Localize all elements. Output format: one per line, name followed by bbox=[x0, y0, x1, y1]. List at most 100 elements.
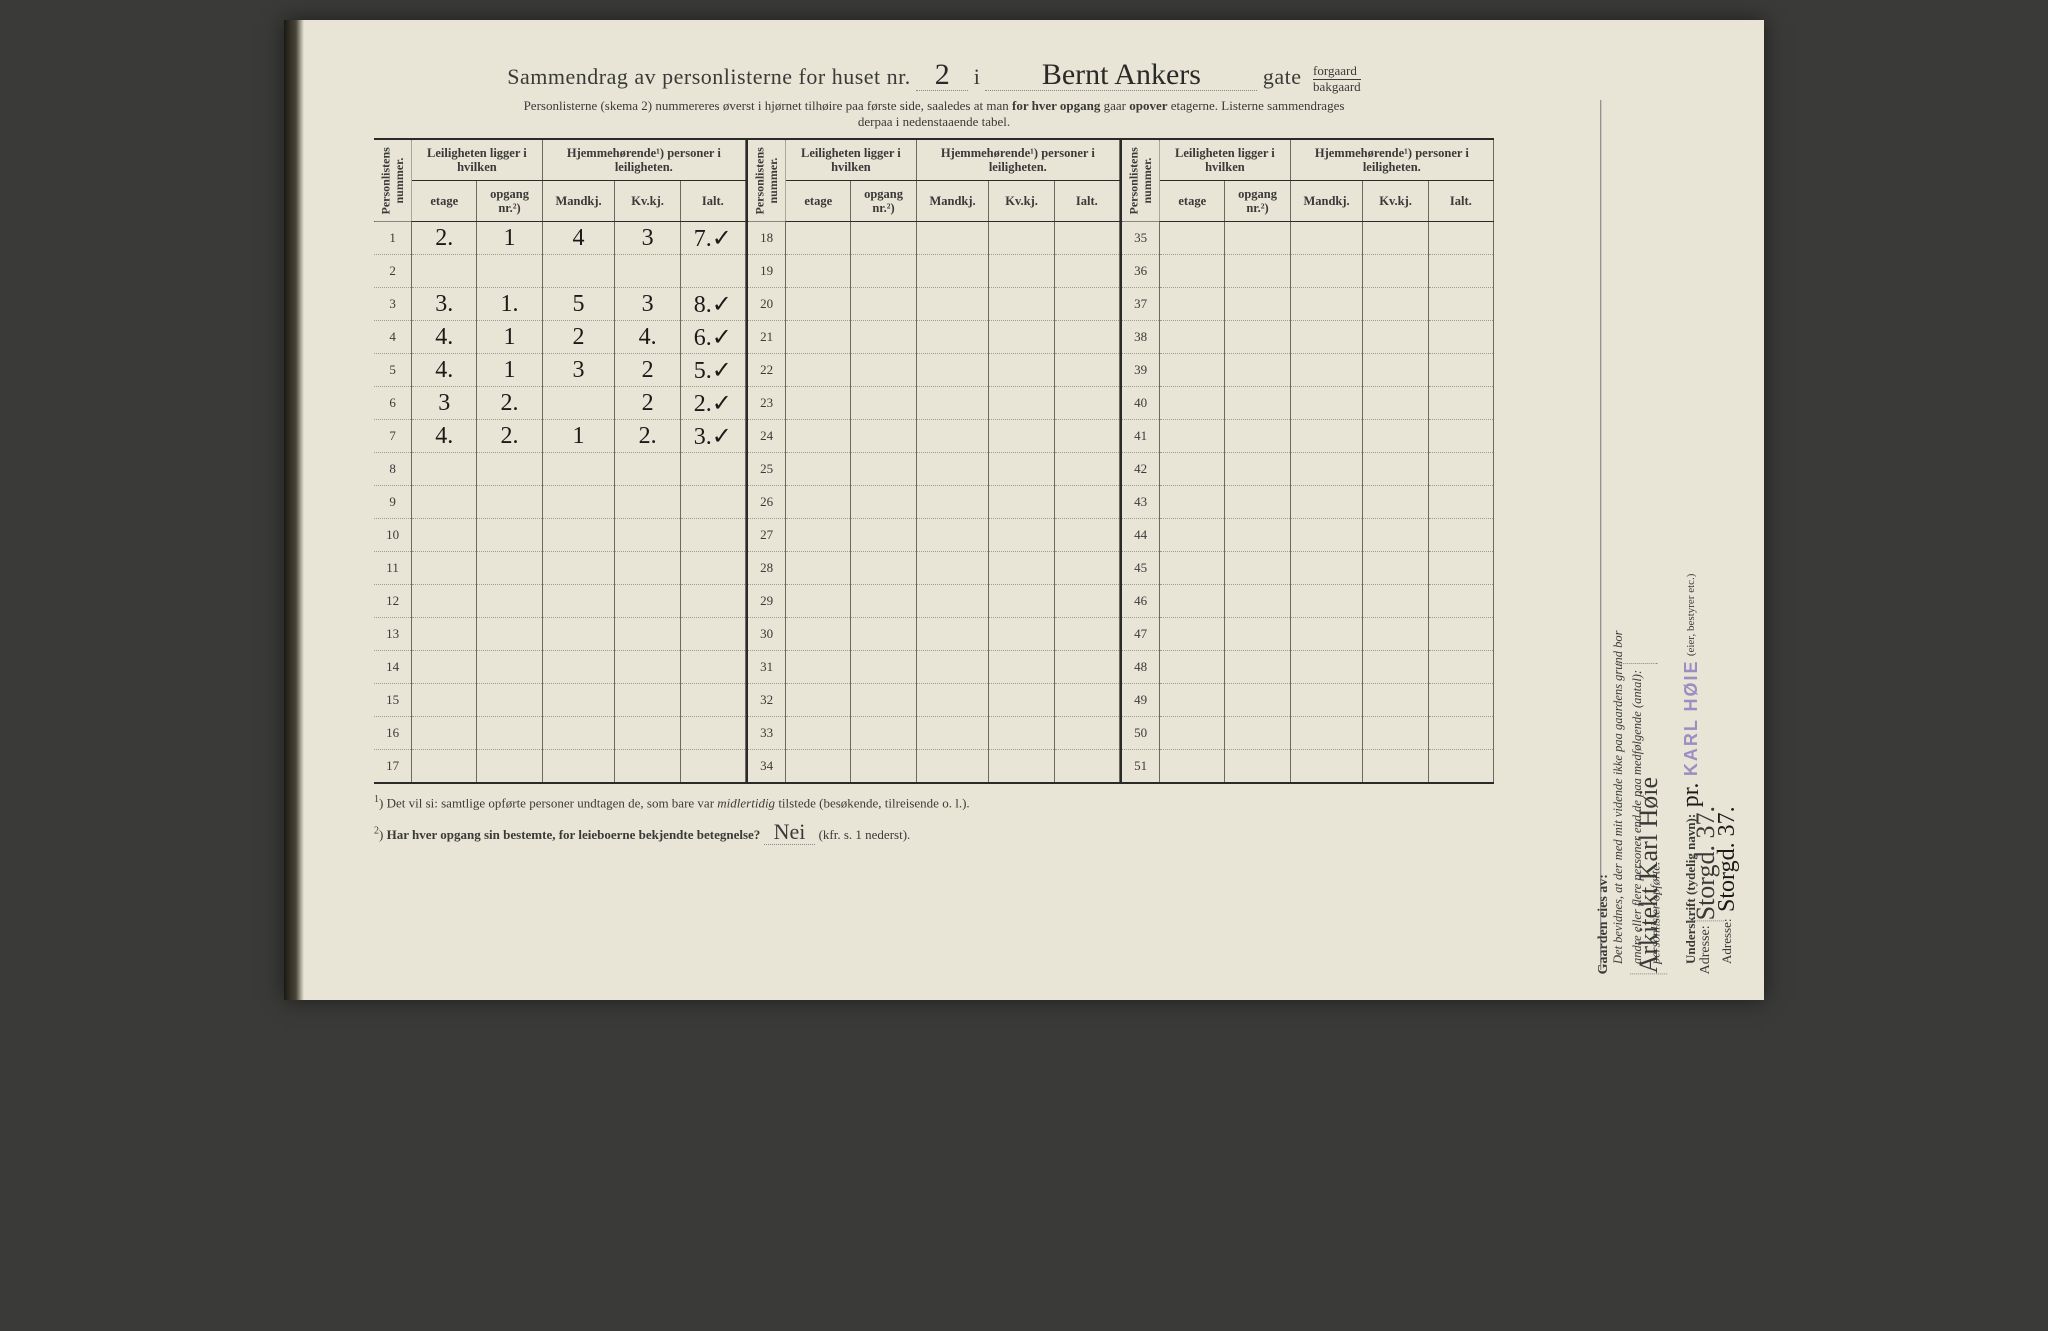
cell-etage: 2. bbox=[412, 222, 477, 255]
cell-etage bbox=[1160, 255, 1225, 288]
cell-kvkj bbox=[989, 750, 1054, 783]
cell-mandkj bbox=[1290, 453, 1363, 486]
cell-mandkj bbox=[1290, 255, 1363, 288]
house-number-field: 2 bbox=[916, 60, 968, 91]
cell-mandkj bbox=[1290, 288, 1363, 321]
cell-ialt bbox=[1054, 453, 1119, 486]
row-number: 51 bbox=[1122, 750, 1160, 783]
table-row: 22 bbox=[748, 354, 1120, 387]
cell-ialt bbox=[1428, 618, 1493, 651]
cell-ialt bbox=[1428, 717, 1493, 750]
table-row: 29 bbox=[748, 585, 1120, 618]
cell-opgang bbox=[477, 585, 542, 618]
cell-mandkj bbox=[1290, 387, 1363, 420]
col-personlistens: Personlistens nummer. bbox=[1122, 140, 1160, 222]
cell-opgang bbox=[1225, 288, 1290, 321]
cell-etage bbox=[1160, 552, 1225, 585]
cell-etage bbox=[412, 717, 477, 750]
table-row: 43 bbox=[1122, 486, 1494, 519]
col-personlistens: Personlistens nummer. bbox=[748, 140, 786, 222]
cell-opgang bbox=[1225, 684, 1290, 717]
cell-ialt bbox=[1054, 552, 1119, 585]
row-number: 24 bbox=[748, 420, 786, 453]
table-row: 7 4. 2. 1 2. 3.✓ bbox=[374, 420, 746, 453]
owner-name: Arkitekt Karl Høie bbox=[1630, 777, 1667, 974]
cell-ialt bbox=[1428, 486, 1493, 519]
col-hjemmehorende: Hjemmehørende¹) personer i leiligheten. bbox=[916, 140, 1119, 181]
cell-ialt bbox=[1054, 519, 1119, 552]
cell-ialt: 8.✓ bbox=[680, 288, 745, 321]
cell-etage bbox=[786, 255, 851, 288]
cell-ialt bbox=[1428, 651, 1493, 684]
cell-ialt bbox=[680, 618, 745, 651]
footnote-1: 1) Det vil si: samtlige opførte personer… bbox=[374, 792, 1494, 814]
cell-opgang bbox=[851, 321, 916, 354]
cell-etage bbox=[412, 585, 477, 618]
cell-opgang bbox=[851, 288, 916, 321]
cell-ialt bbox=[1054, 618, 1119, 651]
col-ialt: Ialt. bbox=[1428, 181, 1493, 222]
cell-ialt bbox=[1054, 420, 1119, 453]
cell-etage bbox=[412, 486, 477, 519]
cell-etage bbox=[1160, 684, 1225, 717]
row-number: 42 bbox=[1122, 453, 1160, 486]
cell-kvkj bbox=[1363, 750, 1428, 783]
cell-opgang bbox=[1225, 519, 1290, 552]
cell-kvkj bbox=[1363, 585, 1428, 618]
cell-kvkj bbox=[1363, 684, 1428, 717]
cell-etage bbox=[1160, 288, 1225, 321]
cell-mandkj bbox=[542, 750, 615, 783]
table-row: 28 bbox=[748, 552, 1120, 585]
col-ialt: Ialt. bbox=[1054, 181, 1119, 222]
cell-etage bbox=[1160, 651, 1225, 684]
cell-ialt bbox=[1054, 387, 1119, 420]
main-content: Sammendrag av personlisterne for huset n… bbox=[374, 60, 1494, 850]
row-number: 29 bbox=[748, 585, 786, 618]
cell-etage bbox=[1160, 321, 1225, 354]
cell-kvkj bbox=[1363, 717, 1428, 750]
forgaard-bakgaard: forgaard bakgaard bbox=[1313, 64, 1361, 95]
row-number: 43 bbox=[1122, 486, 1160, 519]
cell-kvkj bbox=[615, 684, 680, 717]
cell-opgang bbox=[477, 750, 542, 783]
table-row: 30 bbox=[748, 618, 1120, 651]
row-number: 12 bbox=[374, 585, 412, 618]
row-number: 39 bbox=[1122, 354, 1160, 387]
cell-etage bbox=[412, 453, 477, 486]
cell-kvkj bbox=[615, 486, 680, 519]
cell-etage bbox=[786, 552, 851, 585]
cell-kvkj bbox=[989, 354, 1054, 387]
cell-mandkj bbox=[1290, 354, 1363, 387]
cell-etage: 4. bbox=[412, 321, 477, 354]
footnote-2: 2) Har hver opgang sin bestemte, for lei… bbox=[374, 814, 1494, 849]
title-suffix-word: gate bbox=[1263, 64, 1302, 89]
table-row: 21 bbox=[748, 321, 1120, 354]
cell-mandkj bbox=[916, 420, 989, 453]
cell-kvkj bbox=[989, 420, 1054, 453]
row-number: 16 bbox=[374, 717, 412, 750]
col-mandkj: Mandkj. bbox=[916, 181, 989, 222]
cell-kvkj bbox=[989, 387, 1054, 420]
table-row: 9 bbox=[374, 486, 746, 519]
cell-kvkj bbox=[1363, 288, 1428, 321]
cell-etage bbox=[412, 684, 477, 717]
cell-etage bbox=[1160, 222, 1225, 255]
table-row: 15 bbox=[374, 684, 746, 717]
row-number: 48 bbox=[1122, 651, 1160, 684]
cell-opgang bbox=[1225, 552, 1290, 585]
row-number: 25 bbox=[748, 453, 786, 486]
col-hjemmehorende: Hjemmehørende¹) personer i leiligheten. bbox=[542, 140, 745, 181]
cell-etage bbox=[412, 552, 477, 585]
cell-kvkj bbox=[615, 519, 680, 552]
cell-etage bbox=[1160, 519, 1225, 552]
col-mandkj: Mandkj. bbox=[1290, 181, 1363, 222]
row-number: 1 bbox=[374, 222, 412, 255]
cell-mandkj bbox=[1290, 420, 1363, 453]
table-row: 11 bbox=[374, 552, 746, 585]
cell-ialt bbox=[1428, 420, 1493, 453]
cell-mandkj: 1 bbox=[542, 420, 615, 453]
cell-mandkj bbox=[916, 321, 989, 354]
row-number: 38 bbox=[1122, 321, 1160, 354]
row-number: 23 bbox=[748, 387, 786, 420]
cell-opgang bbox=[477, 717, 542, 750]
